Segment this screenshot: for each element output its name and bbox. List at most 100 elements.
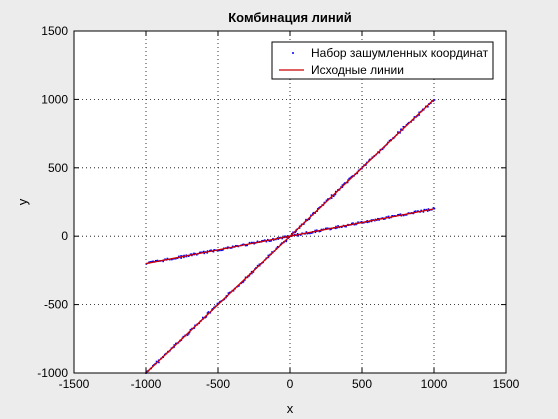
noisy-point: [284, 235, 286, 238]
noisy-point: [399, 132, 401, 134]
noisy-point: [319, 230, 322, 233]
noisy-point: [272, 239, 275, 241]
noisy-point: [264, 239, 266, 241]
noisy-point: [219, 249, 221, 252]
noisy-point: [352, 222, 354, 224]
noisy-point: [227, 292, 230, 294]
noisy-point: [268, 240, 271, 242]
noisy-point: [156, 259, 159, 262]
noisy-point: [308, 218, 311, 221]
noisy-point: [334, 227, 337, 230]
noisy-point: [433, 207, 436, 210]
noisy-point: [174, 257, 177, 260]
noisy-point: [196, 253, 198, 256]
legend-marker-noisy-points: [292, 52, 294, 54]
noisy-point: [244, 276, 247, 279]
noisy-point: [203, 252, 206, 255]
noisy-point: [296, 232, 299, 235]
noisy-point: [388, 139, 391, 142]
noisy-point: [412, 118, 415, 121]
noisy-point: [381, 148, 384, 151]
noisy-point: [417, 210, 419, 212]
noisy-point: [213, 306, 215, 309]
noisy-point: [158, 361, 160, 364]
noisy-point: [307, 232, 310, 235]
x-tick-label: 1500: [493, 377, 520, 391]
noisy-point: [266, 238, 269, 241]
noisy-point: [384, 218, 386, 220]
noisy-point: [413, 116, 416, 118]
noisy-point: [199, 251, 202, 254]
noisy-point: [294, 231, 296, 234]
x-tick-label: -1500: [59, 377, 90, 391]
y-tick-label: 1500: [41, 24, 68, 38]
noisy-point: [399, 213, 402, 215]
noisy-point: [312, 212, 314, 215]
y-tick-label: -1000: [37, 366, 68, 380]
chart-title: Комбинация линий: [228, 10, 352, 25]
noisy-point: [180, 255, 182, 257]
noisy-point: [427, 208, 430, 210]
noisy-point: [253, 242, 255, 245]
noisy-point: [316, 208, 319, 210]
noisy-point: [252, 271, 255, 273]
noisy-point: [357, 221, 359, 223]
noisy-point: [149, 261, 152, 263]
noisy-point: [351, 222, 353, 225]
noisy-point: [378, 151, 381, 154]
noisy-point: [155, 360, 158, 363]
noisy-point: [287, 235, 289, 237]
noisy-point: [272, 237, 274, 240]
x-tick-labels: -1500 -1000 -500 0 500 1000 1500: [59, 377, 520, 391]
noisy-point: [310, 232, 313, 234]
noisy-point: [334, 190, 337, 193]
noisy-point: [178, 255, 180, 258]
noisy-point: [285, 240, 287, 243]
noisy-point: [212, 250, 215, 253]
x-tick-label: -500: [206, 377, 230, 391]
noisy-point: [346, 181, 349, 184]
ticks: [73, 30, 507, 374]
noisy-point: [296, 234, 299, 237]
noisy-point: [341, 226, 343, 228]
y-tick-label: 1000: [41, 92, 68, 106]
series-layer: [145, 98, 436, 374]
noisy-point: [164, 258, 166, 261]
noisy-point: [152, 260, 154, 263]
x-tick-label: 0: [287, 377, 294, 391]
legend: Набор зашумленных координат Исходные лин…: [271, 41, 494, 80]
noisy-point: [318, 230, 321, 233]
noisy-point: [256, 240, 259, 243]
noisy-point: [397, 131, 399, 133]
x-tick-label: 1000: [421, 377, 448, 391]
noisy-point: [207, 311, 210, 313]
noisy-point: [400, 214, 403, 217]
noisy-point: [385, 216, 388, 218]
noisy-point: [305, 231, 308, 233]
noisy-point: [314, 231, 317, 234]
noisy-point: [210, 249, 213, 252]
noisy-point: [418, 114, 421, 116]
noisy-point: [332, 195, 335, 198]
noisy-point: [151, 260, 154, 263]
noisy-point: [205, 316, 207, 318]
noisy-point: [378, 219, 380, 221]
noisy-point: [295, 230, 297, 233]
noisy-point: [202, 250, 205, 253]
noisy-point: [270, 240, 272, 242]
noisy-point: [356, 172, 358, 175]
y-tick-labels: -1000 -500 0 500 1000 1500: [37, 24, 68, 380]
noisy-point: [242, 243, 245, 246]
noisy-point: [213, 249, 215, 251]
noisy-point: [337, 225, 339, 227]
noisy-point: [334, 193, 337, 195]
noisy-point: [232, 289, 235, 292]
noisy-point: [400, 128, 402, 131]
noisy-point: [267, 254, 270, 257]
noisy-point: [186, 334, 189, 336]
legend-label-original-lines: Исходные линии: [311, 63, 404, 77]
x-tick-label: -1000: [131, 377, 162, 391]
noisy-point: [433, 99, 436, 101]
noisy-point: [250, 270, 253, 273]
y-tick-label: 0: [61, 229, 68, 243]
